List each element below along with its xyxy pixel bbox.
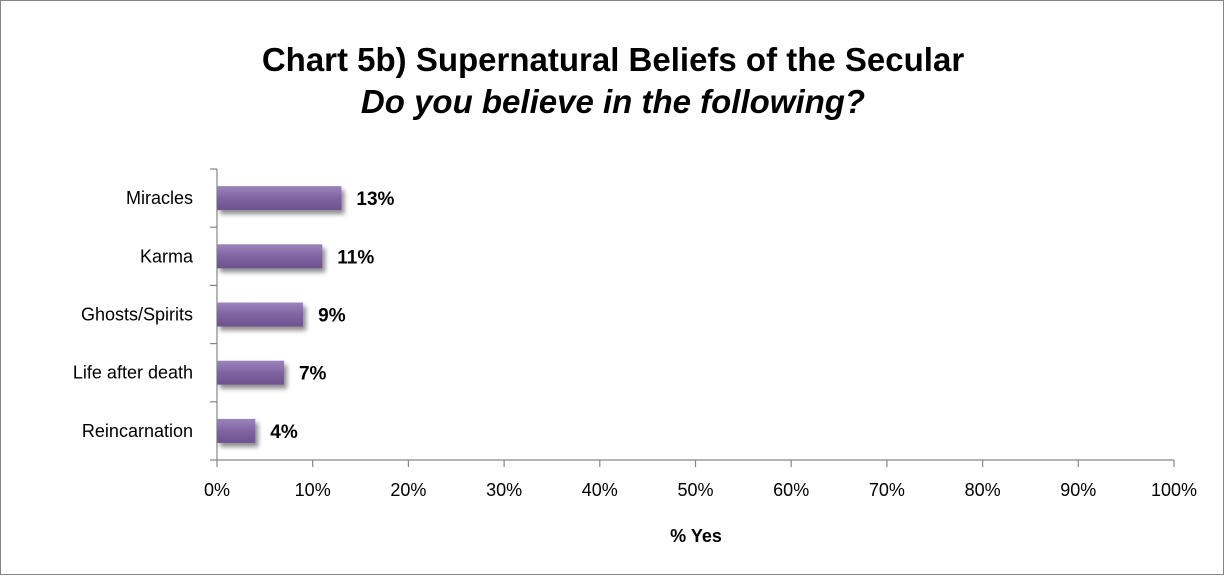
bar (217, 360, 284, 385)
x-tick-label: 30% (486, 480, 522, 500)
bar (217, 186, 342, 211)
data-label: 11% (337, 247, 374, 268)
category-label: Life after death (73, 363, 193, 383)
x-tick-label: 80% (965, 480, 1001, 500)
bar (217, 418, 256, 443)
data-label: 7% (299, 364, 327, 385)
data-label: 4% (270, 422, 298, 443)
x-tick-label: 50% (677, 480, 713, 500)
bar (217, 302, 304, 327)
x-tick-label: 100% (1151, 480, 1197, 500)
data-label: 13% (356, 189, 394, 210)
x-tick-label: 40% (582, 480, 618, 500)
title-block: Chart 5b) Supernatural Beliefs of the Se… (1, 39, 1225, 123)
x-tick-label: 0% (204, 480, 230, 500)
x-tick-label: 70% (869, 480, 905, 500)
x-tick-label: 20% (390, 480, 426, 500)
data-label: 9% (318, 306, 346, 327)
category-label: Ghosts/Spirits (81, 305, 193, 325)
category-label: Miracles (126, 188, 193, 208)
x-tick-label: 10% (295, 480, 331, 500)
bar (217, 244, 323, 269)
axes: 0% 10% 20% 30% 40% 50% 60% 70% 80% 90% 100% (204, 168, 1197, 500)
labels: Miracles 13% Karma 11% Ghosts/Spirits 9% Life … (73, 188, 395, 443)
category-label: Karma (140, 246, 194, 266)
category-label: Reincarnation (82, 421, 193, 441)
chart-title: Chart 5b) Supernatural Beliefs of the Se… (261, 41, 965, 78)
x-tick-label: 90% (1060, 480, 1096, 500)
x-tick-label: 60% (773, 480, 809, 500)
chart-subtitle: Do you believe in the following? (360, 83, 866, 120)
bars (217, 186, 342, 443)
x-axis-title: % Yes (670, 526, 722, 546)
